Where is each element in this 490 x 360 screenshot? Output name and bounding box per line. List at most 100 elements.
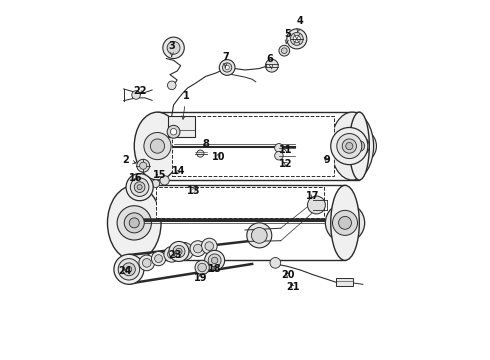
Circle shape	[275, 152, 283, 160]
Circle shape	[220, 60, 235, 75]
Circle shape	[339, 216, 351, 229]
Circle shape	[167, 41, 180, 54]
Circle shape	[308, 196, 325, 214]
Bar	[337, 278, 352, 287]
Circle shape	[124, 213, 144, 233]
Circle shape	[163, 37, 184, 59]
Circle shape	[266, 59, 278, 72]
Circle shape	[275, 144, 283, 152]
Circle shape	[176, 248, 182, 255]
Circle shape	[293, 35, 300, 42]
Circle shape	[208, 254, 221, 267]
Text: 18: 18	[208, 264, 221, 274]
Circle shape	[167, 125, 180, 138]
Circle shape	[169, 242, 189, 261]
Circle shape	[171, 129, 177, 135]
Circle shape	[126, 266, 132, 272]
Circle shape	[251, 228, 267, 243]
Text: 22: 22	[133, 86, 147, 96]
Circle shape	[168, 81, 176, 90]
Text: 7: 7	[222, 52, 229, 67]
Text: 8: 8	[202, 139, 209, 149]
Circle shape	[190, 241, 206, 256]
Circle shape	[211, 257, 218, 264]
Circle shape	[132, 91, 140, 99]
Circle shape	[197, 150, 204, 157]
Text: 19: 19	[194, 273, 207, 283]
Text: 12: 12	[279, 159, 293, 169]
Circle shape	[126, 174, 153, 201]
Circle shape	[195, 260, 209, 275]
Circle shape	[287, 29, 307, 49]
Text: 17: 17	[306, 191, 319, 201]
Circle shape	[137, 159, 149, 172]
Circle shape	[164, 247, 180, 262]
Circle shape	[222, 63, 232, 72]
Circle shape	[346, 143, 353, 150]
Circle shape	[201, 238, 217, 254]
Circle shape	[151, 251, 166, 266]
Circle shape	[173, 246, 185, 257]
Text: 9: 9	[324, 156, 331, 165]
Circle shape	[205, 250, 224, 270]
Circle shape	[130, 178, 149, 197]
Circle shape	[247, 223, 272, 248]
Text: 6: 6	[267, 54, 273, 69]
Circle shape	[137, 185, 142, 190]
Text: 15: 15	[152, 170, 166, 180]
Circle shape	[281, 48, 287, 54]
Circle shape	[325, 203, 365, 243]
Circle shape	[150, 139, 165, 153]
Text: 21: 21	[287, 282, 300, 292]
Circle shape	[118, 258, 140, 280]
Bar	[172, 116, 334, 176]
Bar	[168, 116, 195, 137]
Circle shape	[349, 136, 369, 156]
Circle shape	[279, 45, 290, 56]
Text: 20: 20	[281, 270, 294, 280]
Circle shape	[342, 129, 376, 163]
Circle shape	[139, 255, 155, 271]
Text: 16: 16	[129, 173, 143, 183]
Ellipse shape	[331, 185, 359, 260]
Circle shape	[160, 176, 169, 185]
Circle shape	[140, 162, 147, 169]
Circle shape	[143, 258, 151, 267]
Circle shape	[155, 255, 163, 262]
Text: 5: 5	[285, 28, 291, 44]
Circle shape	[129, 218, 139, 228]
Text: 3: 3	[169, 41, 175, 57]
Text: 13: 13	[187, 186, 200, 196]
Text: 24: 24	[119, 266, 132, 276]
Bar	[156, 187, 323, 217]
Ellipse shape	[107, 185, 161, 260]
Circle shape	[291, 32, 303, 45]
Text: 4: 4	[297, 16, 304, 32]
Circle shape	[114, 254, 144, 284]
Circle shape	[117, 206, 151, 240]
Text: 2: 2	[122, 156, 136, 165]
Circle shape	[134, 182, 145, 193]
Circle shape	[194, 244, 202, 253]
Circle shape	[337, 134, 362, 158]
Circle shape	[198, 263, 206, 272]
Circle shape	[179, 247, 189, 256]
Circle shape	[331, 127, 368, 165]
Circle shape	[333, 210, 358, 235]
Text: 14: 14	[172, 166, 186, 176]
Circle shape	[225, 65, 229, 69]
Text: 23: 23	[169, 250, 182, 260]
Circle shape	[152, 180, 160, 188]
Text: 1: 1	[182, 91, 190, 119]
Circle shape	[354, 141, 365, 152]
Text: 10: 10	[212, 152, 225, 162]
Circle shape	[175, 243, 193, 260]
Circle shape	[270, 257, 281, 268]
Circle shape	[168, 250, 176, 258]
Text: 11: 11	[279, 145, 293, 155]
Ellipse shape	[134, 112, 181, 180]
Circle shape	[144, 132, 171, 159]
Circle shape	[205, 242, 214, 251]
Circle shape	[122, 263, 135, 276]
Ellipse shape	[349, 112, 369, 180]
